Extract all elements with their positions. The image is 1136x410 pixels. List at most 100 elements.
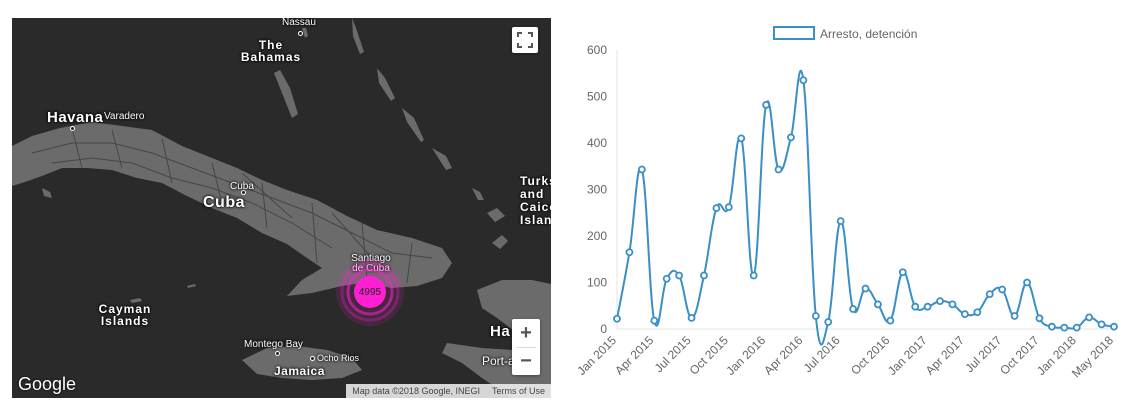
- cuba-roads: [31, 127, 433, 284]
- data-point[interactable]: [700, 271, 708, 280]
- google-logo: Google: [18, 374, 77, 394]
- zoom-out-button[interactable]: −: [520, 350, 532, 372]
- x-tick-label: Apr 2016: [761, 333, 806, 378]
- data-point[interactable]: [861, 284, 870, 293]
- data-point[interactable]: [948, 300, 957, 309]
- data-point[interactable]: [749, 271, 758, 280]
- x-tick-label: Apr 2017: [923, 333, 968, 378]
- cuba-city-dot: [241, 190, 246, 195]
- data-point[interactable]: [874, 300, 882, 309]
- x-tick-label: Apr 2015: [612, 333, 657, 378]
- label-cuba-country: Cuba: [203, 194, 245, 211]
- data-point[interactable]: [923, 302, 932, 311]
- data-point[interactable]: [1085, 313, 1094, 322]
- label-varadero: Varadero: [104, 111, 145, 122]
- zoom-divider: [516, 347, 536, 348]
- y-tick-label: 200: [587, 229, 607, 243]
- x-tick-label: Jan 2017: [885, 333, 930, 378]
- label-santiago: Santiago de Cuba: [351, 253, 391, 274]
- data-point[interactable]: [724, 203, 733, 212]
- legend-swatch: [773, 26, 815, 40]
- label-nassau: Nassau: [282, 18, 316, 28]
- cuba-landmass: [12, 122, 452, 296]
- x-tick-label: Jan 2015: [574, 333, 619, 378]
- cayman-landmass: [130, 284, 196, 303]
- y-tick-label: 0: [600, 322, 607, 336]
- series-line: [616, 69, 1115, 346]
- marker-cluster[interactable]: 4995: [330, 252, 410, 332]
- data-point[interactable]: [762, 100, 771, 109]
- y-tick-label: 300: [587, 183, 607, 197]
- data-point[interactable]: [1035, 314, 1044, 323]
- label-havana: Havana: [47, 109, 104, 126]
- map-view[interactable]: Nassau The Bahamas Havana Varadero Cuba …: [12, 18, 551, 398]
- x-tick-label: Jul 2016: [801, 333, 843, 375]
- data-point[interactable]: [675, 271, 684, 280]
- zoom-control: + −: [512, 319, 540, 375]
- label-ocho-rios: Ocho Rios: [317, 353, 360, 363]
- label-haiti: Ha: [490, 323, 511, 340]
- data-point[interactable]: [613, 314, 621, 323]
- cluster-icon: [336, 258, 404, 326]
- data-point[interactable]: [1023, 278, 1031, 287]
- chart-legend[interactable]: Arresto, detención: [773, 26, 917, 41]
- line-chart: 0 100 200 300 400 500 600 Jan 2015 Apr 2015 Jul …: [560, 10, 1130, 405]
- data-point[interactable]: [886, 316, 895, 325]
- fullscreen-button[interactable]: [512, 27, 538, 53]
- y-tick-label: 600: [587, 43, 607, 57]
- data-point[interactable]: [811, 312, 820, 320]
- havana-dot: [70, 126, 75, 131]
- x-tick-label: May 2018: [1069, 333, 1116, 380]
- data-point[interactable]: [998, 285, 1007, 294]
- x-tick-label: Jan 2016: [723, 333, 768, 378]
- cluster-count: 4995: [358, 286, 382, 298]
- label-jamaica: Jamaica: [274, 364, 325, 378]
- data-point[interactable]: [1010, 312, 1019, 320]
- label-montego-bay: Montego Bay: [244, 339, 303, 350]
- data-point[interactable]: [625, 248, 634, 257]
- ocho-rios-dot: [310, 356, 315, 361]
- fullscreen-icon: [517, 32, 533, 48]
- data-point[interactable]: [898, 268, 907, 277]
- y-tick-label: 100: [587, 276, 607, 290]
- data-point[interactable]: [960, 310, 969, 319]
- data-point[interactable]: [737, 134, 746, 143]
- data-point[interactable]: [650, 316, 659, 325]
- data-point[interactable]: [712, 204, 721, 213]
- data-point[interactable]: [799, 76, 808, 85]
- data-point[interactable]: [824, 318, 833, 326]
- data-point[interactable]: [1110, 322, 1118, 331]
- data-point[interactable]: [973, 308, 982, 317]
- label-the-bahamas: The Bahamas: [240, 38, 302, 64]
- data-point[interactable]: [1097, 320, 1106, 329]
- y-tick-label: 500: [587, 90, 607, 104]
- data-point[interactable]: [985, 290, 994, 299]
- y-tick-label: 400: [587, 136, 607, 150]
- x-tick-label: Oct 2017: [997, 333, 1042, 378]
- label-cayman-islands: Cayman Islands: [98, 302, 152, 328]
- data-point[interactable]: [637, 165, 646, 174]
- data-point[interactable]: [774, 165, 783, 174]
- data-point[interactable]: [787, 133, 795, 142]
- data-point[interactable]: [1060, 323, 1069, 332]
- nassau-dot: [298, 31, 303, 36]
- legend-label: Arresto, detención: [820, 27, 917, 41]
- terms-of-use-link[interactable]: Terms of Use: [491, 386, 545, 396]
- data-point[interactable]: [849, 305, 857, 313]
- bahamas-islands: [42, 18, 508, 249]
- label-cuba-city: Cuba: [230, 181, 254, 192]
- map-data-credit: Map data ©2018 Google, INEGI: [352, 386, 480, 396]
- data-point[interactable]: [662, 274, 671, 283]
- data-point[interactable]: [687, 313, 696, 322]
- montego-bay-dot: [275, 351, 280, 356]
- data-point[interactable]: [936, 297, 944, 306]
- jamaica-landmass: [242, 346, 362, 380]
- zoom-in-button[interactable]: +: [520, 321, 532, 344]
- data-point[interactable]: [836, 217, 845, 226]
- x-tick-label: Oct 2015: [687, 333, 732, 378]
- data-point[interactable]: [1072, 323, 1081, 332]
- data-point[interactable]: [1047, 322, 1056, 331]
- data-point[interactable]: [911, 302, 920, 311]
- map-attribution: Map data ©2018 Google, INEGI Terms of Us…: [346, 384, 551, 398]
